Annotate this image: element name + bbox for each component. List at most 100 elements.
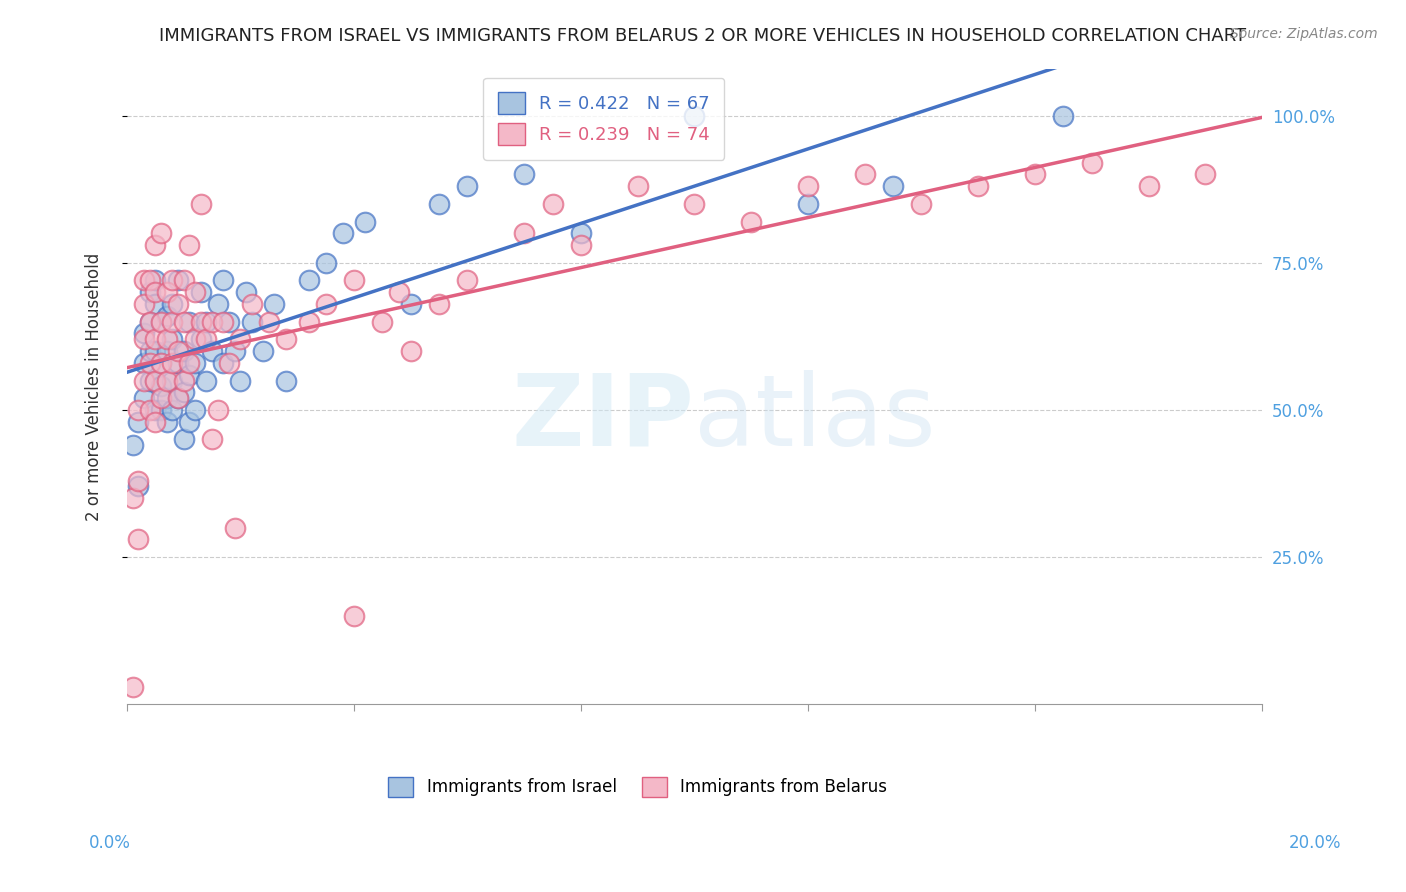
Point (212, 273, 235, 287)
Text: 20.0%: 20.0% (1288, 834, 1341, 852)
Point (138, 374, 160, 388)
Point (149, 227, 172, 241)
Point (274, 332, 297, 346)
Point (332, 227, 354, 241)
Point (156, 332, 179, 346)
Point (541, 197, 564, 211)
Point (127, 403, 149, 417)
Point (683, 109, 706, 123)
Point (569, 238, 592, 252)
Point (797, 197, 820, 211)
Point (167, 344, 190, 359)
Point (132, 374, 155, 388)
Point (740, 214, 762, 228)
Point (138, 273, 160, 287)
Point (343, 609, 366, 624)
Point (1137, 179, 1160, 194)
Point (235, 285, 257, 300)
Point (207, 403, 229, 417)
Point (149, 315, 172, 329)
Point (427, 297, 450, 311)
Legend: Immigrants from Israel, Immigrants from Belarus: Immigrants from Israel, Immigrants from … (375, 764, 900, 811)
Point (371, 315, 394, 329)
Point (167, 391, 190, 405)
Point (1194, 168, 1216, 182)
Point (143, 374, 166, 388)
Point (184, 332, 207, 346)
Point (190, 285, 212, 300)
Point (1052, 109, 1074, 123)
Text: IMMIGRANTS FROM ISRAEL VS IMMIGRANTS FROM BELARUS 2 OR MORE VEHICLES IN HOUSEHOL: IMMIGRANTS FROM ISRAEL VS IMMIGRANTS FRO… (159, 27, 1247, 45)
Point (173, 344, 195, 359)
Point (195, 374, 218, 388)
Point (240, 297, 263, 311)
Point (195, 315, 218, 329)
Point (190, 332, 212, 346)
Point (179, 415, 201, 429)
Point (149, 315, 172, 329)
Point (127, 479, 149, 493)
Point (297, 273, 319, 287)
Point (399, 344, 422, 359)
Point (195, 332, 218, 346)
Point (315, 297, 337, 311)
Point (297, 315, 319, 329)
Point (179, 356, 201, 370)
Point (456, 179, 478, 194)
Point (910, 197, 932, 211)
Point (967, 179, 990, 194)
Point (173, 374, 195, 388)
Point (138, 315, 160, 329)
Point (882, 179, 904, 194)
Point (143, 273, 166, 287)
Point (132, 356, 155, 370)
Point (218, 315, 240, 329)
Point (121, 491, 143, 506)
Point (399, 297, 422, 311)
Point (156, 309, 179, 323)
Point (156, 415, 179, 429)
Point (257, 315, 280, 329)
Point (167, 356, 190, 370)
Point (184, 356, 207, 370)
Point (162, 273, 184, 287)
Point (127, 474, 149, 488)
Point (162, 315, 184, 329)
Point (683, 197, 706, 211)
Point (229, 332, 252, 346)
Point (132, 391, 155, 405)
Point (427, 197, 450, 211)
Point (149, 356, 172, 370)
Point (143, 344, 166, 359)
Point (156, 285, 179, 300)
Point (143, 403, 166, 417)
Point (156, 374, 179, 388)
Point (797, 179, 820, 194)
Point (1081, 155, 1104, 169)
Point (138, 344, 160, 359)
Point (149, 379, 172, 393)
Point (190, 197, 212, 211)
Point (173, 385, 195, 400)
Point (143, 332, 166, 346)
Point (388, 285, 411, 300)
Point (173, 315, 195, 329)
Point (456, 273, 478, 287)
Point (138, 403, 160, 417)
Point (162, 403, 184, 417)
Point (201, 344, 224, 359)
Point (162, 374, 184, 388)
Point (201, 433, 224, 447)
Point (132, 297, 155, 311)
Point (156, 391, 179, 405)
Point (179, 315, 201, 329)
Point (240, 315, 263, 329)
Point (224, 344, 246, 359)
Point (138, 285, 160, 300)
Text: atlas: atlas (695, 369, 936, 467)
Point (212, 315, 235, 329)
Point (138, 315, 160, 329)
Point (143, 415, 166, 429)
Point (173, 433, 195, 447)
Point (127, 533, 149, 547)
